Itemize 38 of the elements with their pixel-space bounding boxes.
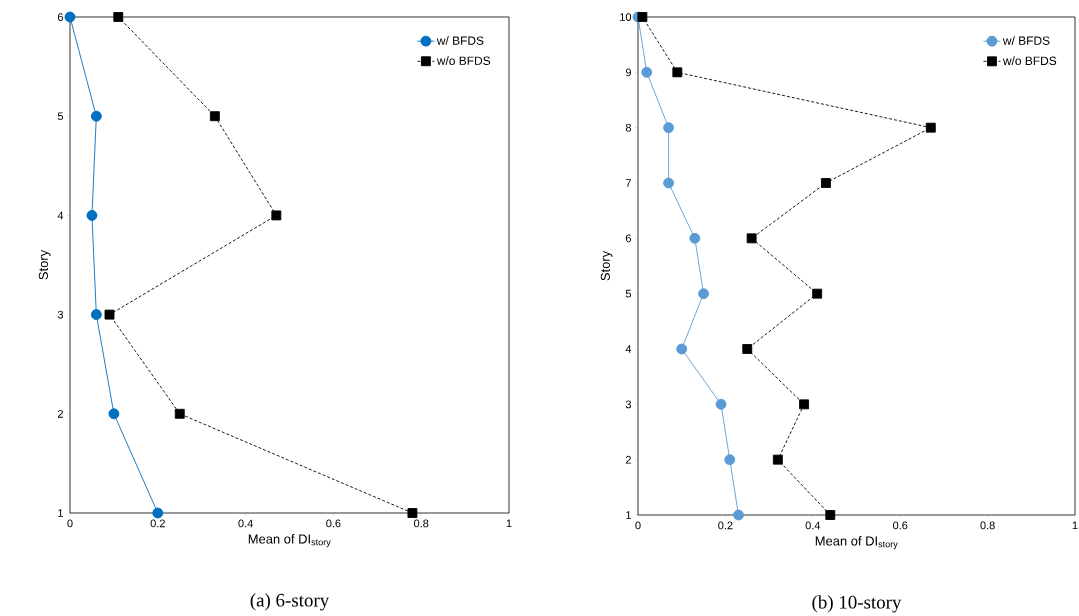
x-axis-title: Mean of DI$_{story}$: [815, 536, 898, 550]
x-tick-label: 0.2: [150, 519, 165, 528]
x-tick-label: 0.6: [326, 519, 341, 528]
y-tick-label: 5: [625, 289, 632, 298]
x-axis-title: Mean of DI$_{story}$: [248, 534, 331, 548]
text: (a) 6-story: [250, 593, 330, 611]
y-tick-label: 7: [625, 179, 631, 187]
y-tick-label: 3: [625, 400, 632, 409]
x-tick-label: 0.2: [718, 521, 733, 530]
legend-label: w/ BFDS: [1002, 36, 1050, 45]
y-tick-label: 2: [57, 409, 63, 418]
x-tick-label: 0.6: [893, 521, 908, 530]
y-tick-label: 2: [625, 455, 631, 464]
x-tick-label: 0.8: [414, 519, 429, 528]
x-tick-label: 0.4: [238, 519, 253, 528]
legend-label: w/ BFDS: [436, 36, 484, 45]
x-tick-label: 0: [67, 519, 73, 528]
y-axis-title: Story: [38, 249, 51, 280]
y-tick-label: 4: [57, 211, 64, 220]
y-tick-label: 8: [625, 123, 632, 132]
x-tick-label: 0: [635, 521, 641, 530]
legend-label: w/o BFDS: [436, 56, 491, 65]
text: (b) 10-story: [812, 595, 902, 613]
y-tick-label: 3: [57, 310, 64, 319]
y-tick-label: 5: [57, 112, 64, 121]
y-tick-label: 6: [625, 234, 632, 243]
y-tick-label: 10: [620, 13, 632, 21]
y-axis-title: Story: [600, 250, 613, 281]
x-tick-label: 1: [1072, 521, 1078, 530]
y-tick-label: 6: [57, 13, 64, 21]
y-tick-label: 4: [625, 345, 632, 353]
y-tick-label: 9: [625, 68, 631, 77]
x-tick-label: 1: [506, 519, 512, 528]
y-tick-label: 1: [58, 509, 63, 517]
x-tick-label: 0.4: [805, 521, 821, 530]
legend-label: w/o BFDS: [1002, 56, 1057, 66]
y-tick-label: 1: [626, 511, 631, 519]
x-tick-label: 0.8: [980, 521, 995, 530]
